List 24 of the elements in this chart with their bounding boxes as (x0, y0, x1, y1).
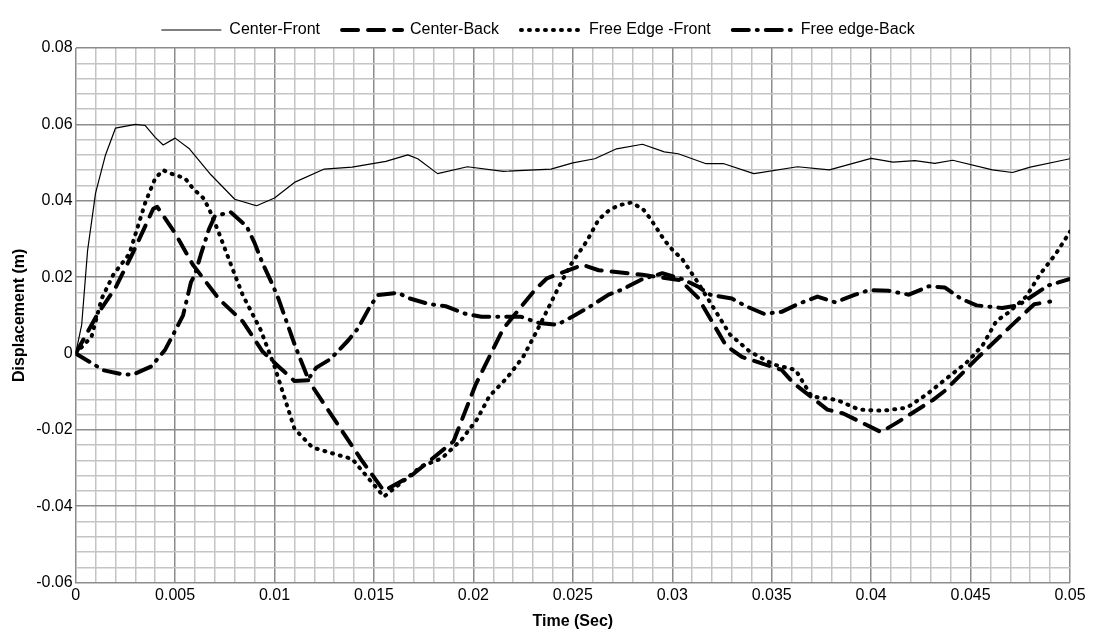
y-tick-label: 0.08 (41, 38, 73, 56)
x-axis-title: Time (Sec) (532, 611, 614, 629)
legend-label: Center-Front (229, 20, 321, 38)
x-tick-label: 0.01 (258, 585, 291, 603)
legend-label: Center-Back (410, 20, 500, 38)
y-tick-label: -0.02 (36, 420, 73, 438)
y-tick-label: 0 (63, 343, 73, 361)
x-tick-label: 0.015 (353, 585, 395, 603)
x-tick-label: 0.045 (950, 585, 991, 603)
x-tick-label: 0.035 (751, 585, 792, 603)
legend-label: Free Edge -Front (588, 20, 712, 38)
x-tick-label: 0.04 (855, 585, 887, 603)
x-tick-label: 0.02 (457, 585, 490, 603)
legend-label: Free edge-Back (800, 20, 916, 38)
x-tick-label: 0.05 (1054, 585, 1086, 603)
y-axis-title: Displacement (m) (10, 248, 28, 382)
y-tick-label: -0.06 (36, 573, 73, 591)
y-tick-label: 0.04 (41, 191, 73, 209)
y-tick-label: -0.04 (36, 496, 73, 514)
x-tick-label: 0.025 (552, 585, 593, 603)
y-tick-label: 0.06 (41, 114, 73, 132)
x-tick-label: 0.03 (656, 585, 688, 603)
x-tick-label: 0.005 (155, 585, 196, 603)
y-tick-label: 0.02 (41, 267, 73, 285)
